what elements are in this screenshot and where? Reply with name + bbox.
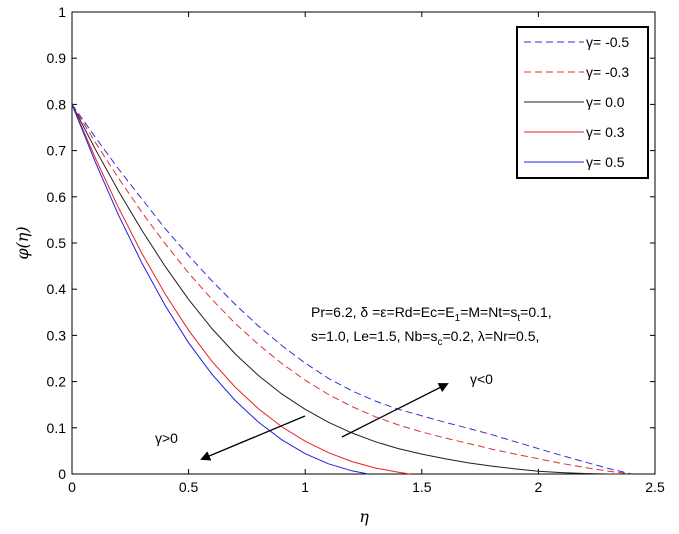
arrow-gamma-negative (341, 383, 449, 438)
x-tick-label: 1.5 (412, 479, 432, 495)
y-tick-label: 0.2 (47, 374, 67, 390)
series-line-0 (71, 104, 632, 475)
series-line-2 (71, 104, 632, 475)
x-tick-label: 2 (535, 479, 543, 495)
series-line-1 (71, 104, 632, 475)
x-axis-label: η (359, 507, 369, 526)
series-group (71, 104, 632, 475)
y-tick-label: 0.3 (47, 327, 67, 343)
x-tick-label: 1 (301, 479, 309, 495)
y-axis-ticks: 0 0.1 0.2 0.3 0.4 0.5 0.6 0.7 0.8 0.9 1 (47, 4, 655, 482)
legend-label-1: γ= -0.3 (586, 64, 629, 80)
y-tick-label: 0.9 (47, 50, 67, 66)
x-tick-label: 0 (68, 479, 76, 495)
legend: γ= -0.5 γ= -0.3 γ= 0.0 γ= 0.3 γ= 0.5 (516, 26, 649, 179)
y-tick-label: 0 (58, 466, 66, 482)
y-tick-label: 0.8 (47, 96, 67, 112)
y-axis-label: φ(η) (13, 226, 32, 259)
series-line-4 (71, 104, 369, 475)
y-tick-label: 0.7 (47, 143, 67, 159)
legend-label-4: γ= 0.5 (586, 154, 625, 170)
y-tick-label: 1 (58, 4, 66, 20)
params-annotation-line1: Pr=6.2, δ =ε=Rd=Ec=E1=M=Nt=st=0.1, (311, 304, 552, 324)
y-tick-label: 0.1 (47, 420, 67, 436)
legend-label-0: γ= -0.5 (586, 34, 629, 50)
arrow-gamma-positive (200, 415, 306, 461)
arrow-gamma-negative-label: γ<0 (470, 371, 493, 387)
x-tick-label: 2.5 (645, 479, 665, 495)
params-annotation-line2: s=1.0, Le=1.5, Nb=sc=0.2, λ=Nr=0.5, (311, 328, 539, 348)
x-axis-ticks: 0 0.5 1 1.5 2 2.5 (68, 12, 665, 495)
legend-label-2: γ= 0.0 (586, 94, 625, 110)
x-tick-label: 0.5 (179, 479, 199, 495)
series-line-3 (71, 104, 411, 475)
arrow-gamma-positive-label: γ>0 (155, 430, 178, 446)
y-tick-label: 0.5 (47, 235, 67, 251)
legend-items: γ= -0.5 γ= -0.3 γ= 0.0 γ= 0.3 γ= 0.5 (524, 34, 629, 170)
y-tick-label: 0.4 (47, 281, 67, 297)
y-tick-label: 0.6 (47, 189, 67, 205)
legend-label-3: γ= 0.3 (586, 124, 625, 140)
